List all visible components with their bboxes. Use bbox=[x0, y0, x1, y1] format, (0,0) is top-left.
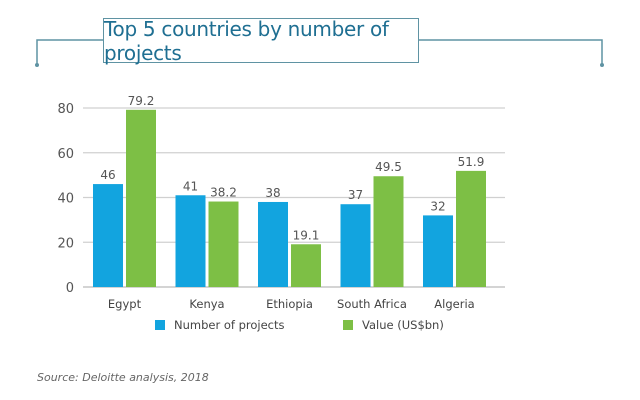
bar-value bbox=[291, 244, 321, 287]
data-label: 46 bbox=[100, 168, 115, 182]
y-tick-label: 20 bbox=[57, 236, 74, 251]
bar-projects bbox=[258, 201, 288, 287]
x-tick-label: Algeria bbox=[434, 297, 474, 311]
bracket-dot-right bbox=[600, 63, 604, 67]
chart-title: Top 5 countries by number of projects bbox=[103, 17, 419, 65]
y-tick-label: 40 bbox=[57, 192, 74, 207]
legend-label: Number of projects bbox=[174, 318, 285, 332]
data-label: 49.5 bbox=[375, 160, 402, 174]
bar-value bbox=[208, 201, 239, 287]
y-tick-label: 60 bbox=[57, 147, 74, 162]
legend-item-projects: Number of projects bbox=[155, 318, 285, 332]
legend-label: Value (US$bn) bbox=[362, 318, 444, 332]
bar-value bbox=[456, 170, 486, 287]
data-label: 51.9 bbox=[458, 155, 485, 169]
legend-swatch bbox=[343, 320, 353, 330]
bar-projects bbox=[423, 215, 453, 287]
bar-value bbox=[373, 176, 404, 287]
legend-item-value: Value (US$bn) bbox=[343, 318, 444, 332]
legend-swatch bbox=[155, 320, 165, 330]
y-tick-label: 80 bbox=[57, 102, 74, 117]
bar-projects bbox=[93, 184, 123, 287]
data-label: 38.2 bbox=[210, 186, 237, 200]
bar-projects bbox=[340, 204, 371, 287]
data-label: 79.2 bbox=[128, 94, 155, 108]
x-tick-label: Kenya bbox=[189, 297, 224, 311]
bar-projects bbox=[175, 195, 206, 287]
x-tick-label: South Africa bbox=[337, 297, 407, 311]
data-label: 41 bbox=[183, 179, 198, 193]
title-bracket bbox=[36, 39, 603, 64]
data-label: 38 bbox=[265, 186, 280, 200]
data-label: 37 bbox=[348, 188, 363, 202]
data-label: 32 bbox=[430, 199, 445, 213]
bar-value bbox=[126, 109, 156, 287]
bracket-dot-left bbox=[35, 63, 39, 67]
source-note: Source: Deloitte analysis, 2018 bbox=[37, 371, 209, 384]
y-tick-label: 0 bbox=[66, 281, 74, 296]
x-tick-label: Ethiopia bbox=[266, 297, 313, 311]
x-tick-label: Egypt bbox=[108, 297, 142, 311]
data-label: 19.1 bbox=[293, 228, 320, 242]
